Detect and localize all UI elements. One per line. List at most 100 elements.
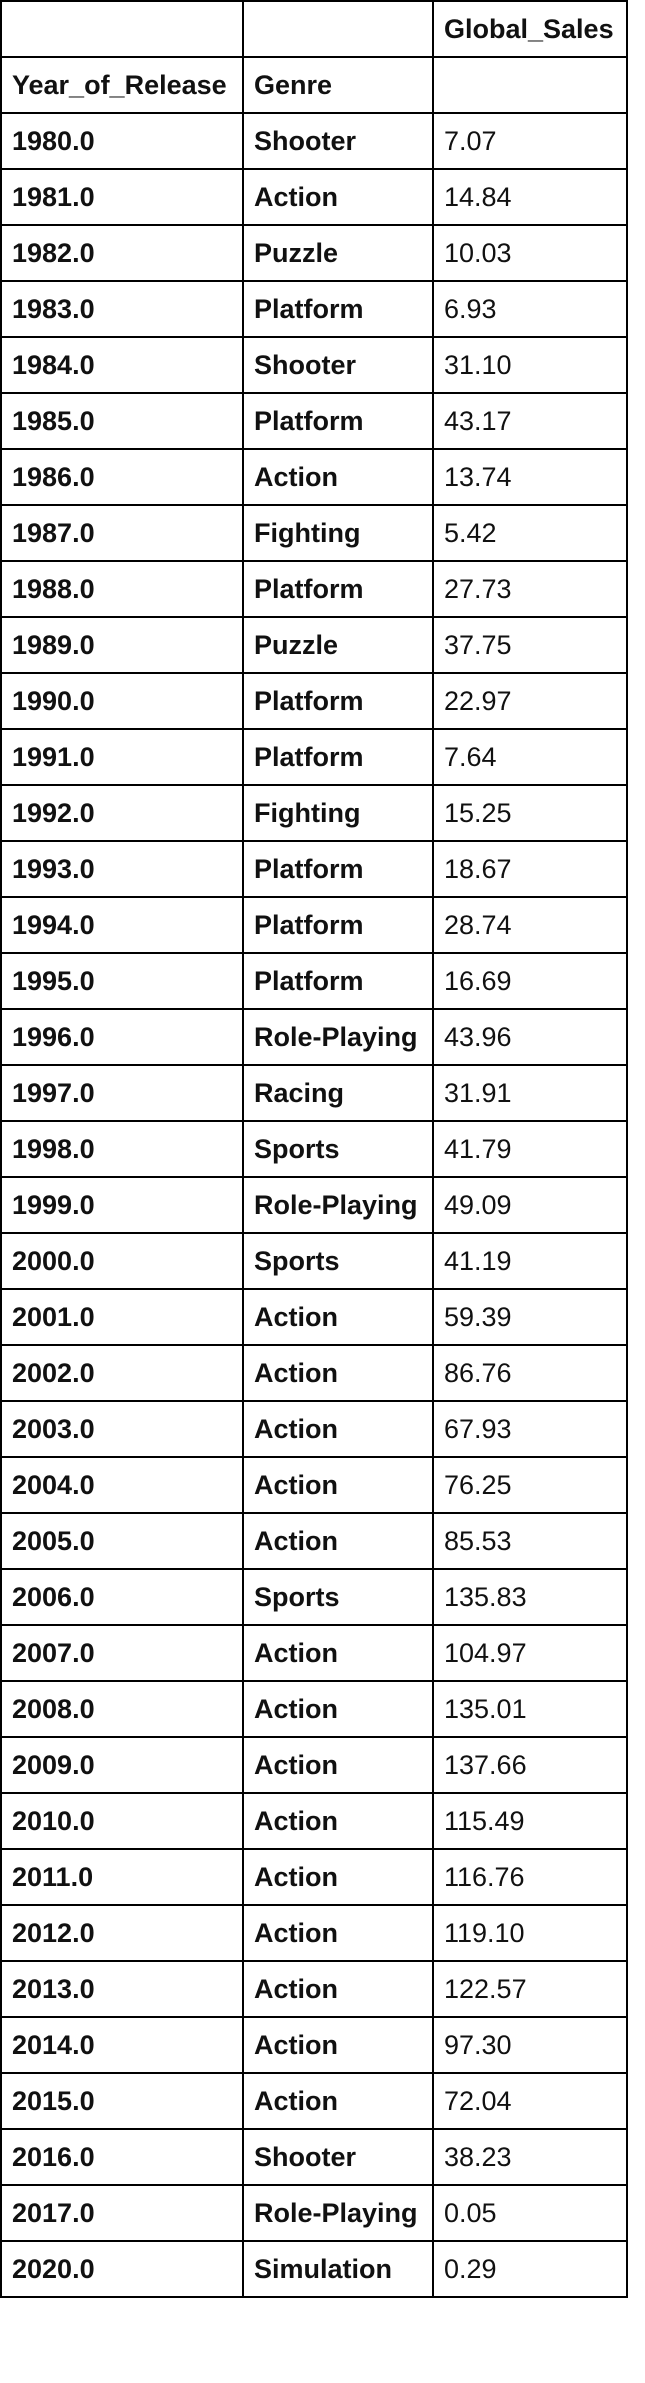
index-name-year-of-release: Year_of_Release <box>0 56 244 114</box>
cell-global-sales: 16.69 <box>432 952 628 1010</box>
header-empty-cell <box>242 0 434 58</box>
row-index-genre: Action <box>242 1344 434 1402</box>
cell-global-sales: 43.17 <box>432 392 628 450</box>
cell-global-sales: 5.42 <box>432 504 628 562</box>
row-index-year: 1993.0 <box>0 840 244 898</box>
table-row: 2020.0 Simulation 0.29 <box>0 2240 628 2298</box>
table-row: 2000.0 Sports 41.19 <box>0 1232 628 1290</box>
cell-global-sales: 38.23 <box>432 2128 628 2186</box>
row-index-genre: Sports <box>242 1232 434 1290</box>
column-header-global-sales: Global_Sales <box>432 0 628 58</box>
table-row: 2011.0 Action 116.76 <box>0 1848 628 1906</box>
row-index-genre: Action <box>242 1624 434 1682</box>
row-index-genre: Role-Playing <box>242 1176 434 1234</box>
row-index-genre: Sports <box>242 1568 434 1626</box>
row-index-genre: Platform <box>242 840 434 898</box>
table-row: 1992.0 Fighting 15.25 <box>0 784 628 842</box>
row-index-genre: Fighting <box>242 504 434 562</box>
cell-global-sales: 104.97 <box>432 1624 628 1682</box>
cell-global-sales: 115.49 <box>432 1792 628 1850</box>
cell-global-sales: 22.97 <box>432 672 628 730</box>
cell-global-sales: 31.91 <box>432 1064 628 1122</box>
table-row: 2010.0 Action 115.49 <box>0 1792 628 1850</box>
row-index-genre: Shooter <box>242 112 434 170</box>
row-index-genre: Action <box>242 1456 434 1514</box>
table-row: 1989.0 Puzzle 37.75 <box>0 616 628 674</box>
row-index-genre: Platform <box>242 280 434 338</box>
row-index-year: 2008.0 <box>0 1680 244 1738</box>
index-name-empty <box>432 56 628 114</box>
row-index-year: 2006.0 <box>0 1568 244 1626</box>
row-index-genre: Platform <box>242 560 434 618</box>
cell-global-sales: 7.64 <box>432 728 628 786</box>
row-index-year: 2020.0 <box>0 2240 244 2298</box>
row-index-genre: Action <box>242 1400 434 1458</box>
table-row: 2007.0 Action 104.97 <box>0 1624 628 1682</box>
table-row: 1995.0 Platform 16.69 <box>0 952 628 1010</box>
cell-global-sales: 31.10 <box>432 336 628 394</box>
cell-global-sales: 18.67 <box>432 840 628 898</box>
row-index-genre: Action <box>242 1792 434 1850</box>
row-index-year: 1994.0 <box>0 896 244 954</box>
row-index-genre: Action <box>242 2072 434 2130</box>
row-index-year: 2002.0 <box>0 1344 244 1402</box>
table-row: 2004.0 Action 76.25 <box>0 1456 628 1514</box>
row-index-year: 1992.0 <box>0 784 244 842</box>
table-row: 1986.0 Action 13.74 <box>0 448 628 506</box>
table-row: 1982.0 Puzzle 10.03 <box>0 224 628 282</box>
table-row: 2005.0 Action 85.53 <box>0 1512 628 1570</box>
cell-global-sales: 137.66 <box>432 1736 628 1794</box>
table-row: 2014.0 Action 97.30 <box>0 2016 628 2074</box>
table-row: 2016.0 Shooter 38.23 <box>0 2128 628 2186</box>
cell-global-sales: 85.53 <box>432 1512 628 1570</box>
cell-global-sales: 28.74 <box>432 896 628 954</box>
row-index-genre: Action <box>242 168 434 226</box>
row-index-year: 1999.0 <box>0 1176 244 1234</box>
cell-global-sales: 72.04 <box>432 2072 628 2130</box>
table-row: 1998.0 Sports 41.79 <box>0 1120 628 1178</box>
cell-global-sales: 0.05 <box>432 2184 628 2242</box>
row-index-genre: Platform <box>242 952 434 1010</box>
row-index-year: 1981.0 <box>0 168 244 226</box>
table-row: 1990.0 Platform 22.97 <box>0 672 628 730</box>
row-index-genre: Action <box>242 1960 434 2018</box>
dataframe-table-container: Global_Sales Year_of_Release Genre 1980.… <box>0 0 628 2298</box>
row-index-genre: Platform <box>242 896 434 954</box>
row-index-year: 2017.0 <box>0 2184 244 2242</box>
row-index-genre: Action <box>242 1512 434 1570</box>
row-index-year: 2016.0 <box>0 2128 244 2186</box>
cell-global-sales: 43.96 <box>432 1008 628 1066</box>
row-index-genre: Puzzle <box>242 616 434 674</box>
cell-global-sales: 7.07 <box>432 112 628 170</box>
table-row: 2012.0 Action 119.10 <box>0 1904 628 1962</box>
table-body: 1980.0 Shooter 7.07 1981.0 Action 14.84 1982.0… <box>0 112 628 2298</box>
table-row: 1985.0 Platform 43.17 <box>0 392 628 450</box>
cell-global-sales: 41.79 <box>432 1120 628 1178</box>
row-index-year: 1989.0 <box>0 616 244 674</box>
row-index-year: 2003.0 <box>0 1400 244 1458</box>
dataframe-table: Global_Sales Year_of_Release Genre 1980.… <box>0 0 628 2298</box>
header-row-index-names: Year_of_Release Genre <box>0 56 628 114</box>
row-index-year: 1987.0 <box>0 504 244 562</box>
cell-global-sales: 0.29 <box>432 2240 628 2298</box>
row-index-year: 1983.0 <box>0 280 244 338</box>
table-row: 1988.0 Platform 27.73 <box>0 560 628 618</box>
table-header: Global_Sales Year_of_Release Genre <box>0 0 628 114</box>
row-index-genre: Platform <box>242 672 434 730</box>
table-row: 1996.0 Role-Playing 43.96 <box>0 1008 628 1066</box>
header-corner-cell <box>0 0 244 58</box>
row-index-year: 2014.0 <box>0 2016 244 2074</box>
row-index-year: 1990.0 <box>0 672 244 730</box>
row-index-genre: Action <box>242 2016 434 2074</box>
row-index-year: 1988.0 <box>0 560 244 618</box>
cell-global-sales: 67.93 <box>432 1400 628 1458</box>
cell-global-sales: 135.83 <box>432 1568 628 1626</box>
row-index-genre: Action <box>242 1288 434 1346</box>
row-index-genre: Action <box>242 1680 434 1738</box>
row-index-genre: Action <box>242 1904 434 1962</box>
row-index-genre: Platform <box>242 728 434 786</box>
row-index-year: 1996.0 <box>0 1008 244 1066</box>
table-row: 2017.0 Role-Playing 0.05 <box>0 2184 628 2242</box>
table-row: 1993.0 Platform 18.67 <box>0 840 628 898</box>
table-row: 2002.0 Action 86.76 <box>0 1344 628 1402</box>
